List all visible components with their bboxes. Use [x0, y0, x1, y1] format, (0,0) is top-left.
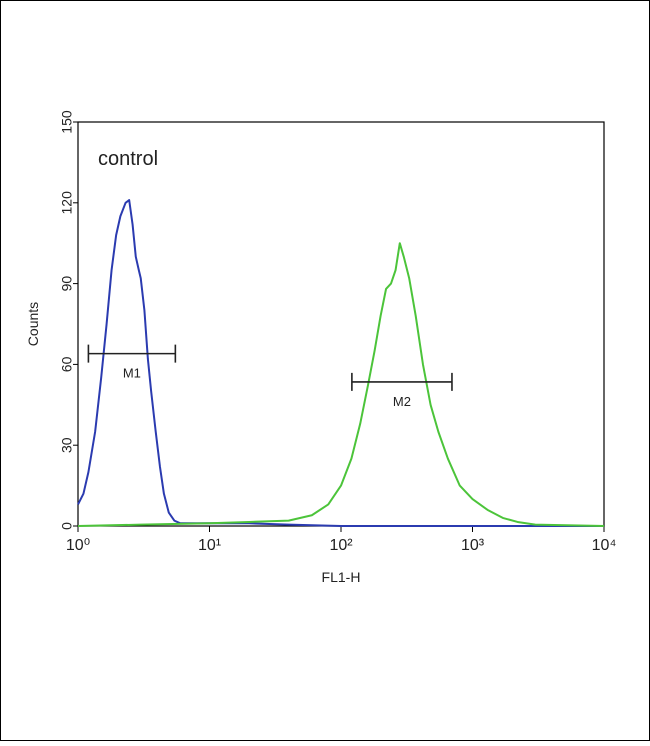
y-tick-label: 0	[59, 522, 75, 530]
y-tick-label: 150	[59, 110, 75, 134]
y-tick-label: 120	[59, 191, 75, 215]
x-tick-label: 10⁴	[592, 537, 617, 554]
x-tick-label: 10³	[461, 537, 485, 554]
x-tick-label: 10⁰	[66, 537, 90, 554]
gate-marker	[87, 344, 177, 363]
gate-marker	[351, 372, 453, 391]
annotation: control	[98, 148, 158, 170]
x-tick-label: 10¹	[198, 537, 221, 554]
gate-label: M1	[123, 366, 141, 381]
x-tick-label: 10²	[329, 537, 353, 554]
x-axis-label: FL1-H	[322, 569, 361, 585]
y-tick-label: 90	[59, 276, 75, 292]
y-axis-label: Counts	[25, 302, 41, 346]
histogram-line	[77, 242, 605, 527]
y-tick-label: 30	[59, 437, 75, 453]
y-tick-label: 60	[59, 356, 75, 372]
gate-label: M2	[393, 394, 411, 409]
